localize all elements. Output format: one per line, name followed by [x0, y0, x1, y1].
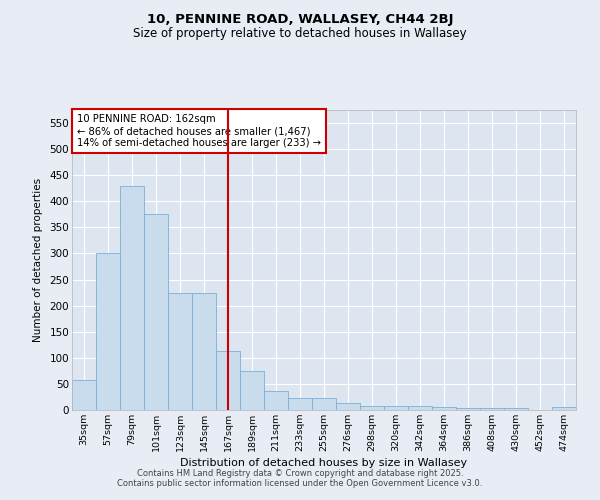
- Text: Contains public sector information licensed under the Open Government Licence v3: Contains public sector information licen…: [118, 478, 482, 488]
- Bar: [144, 214, 168, 410]
- Text: 10 PENNINE ROAD: 162sqm
← 86% of detached houses are smaller (1,467)
14% of semi: 10 PENNINE ROAD: 162sqm ← 86% of detache…: [77, 114, 321, 148]
- Bar: [240, 371, 264, 410]
- Bar: [288, 398, 312, 410]
- Bar: [432, 408, 456, 410]
- Bar: [168, 292, 192, 410]
- Text: Size of property relative to detached houses in Wallasey: Size of property relative to detached ho…: [133, 28, 467, 40]
- Bar: [408, 406, 432, 410]
- X-axis label: Distribution of detached houses by size in Wallasey: Distribution of detached houses by size …: [181, 458, 467, 468]
- Bar: [120, 186, 144, 410]
- Bar: [384, 406, 408, 410]
- Bar: [456, 408, 480, 410]
- Bar: [360, 406, 384, 410]
- Text: 10, PENNINE ROAD, WALLASEY, CH44 2BJ: 10, PENNINE ROAD, WALLASEY, CH44 2BJ: [147, 12, 453, 26]
- Bar: [480, 408, 504, 410]
- Bar: [312, 398, 336, 410]
- Bar: [264, 390, 288, 410]
- Bar: [72, 380, 96, 410]
- Bar: [192, 292, 216, 410]
- Y-axis label: Number of detached properties: Number of detached properties: [32, 178, 43, 342]
- Bar: [552, 408, 576, 410]
- Text: Contains HM Land Registry data © Crown copyright and database right 2025.: Contains HM Land Registry data © Crown c…: [137, 468, 463, 477]
- Bar: [504, 408, 528, 410]
- Bar: [336, 403, 360, 410]
- Bar: [96, 254, 120, 410]
- Bar: [216, 351, 240, 410]
